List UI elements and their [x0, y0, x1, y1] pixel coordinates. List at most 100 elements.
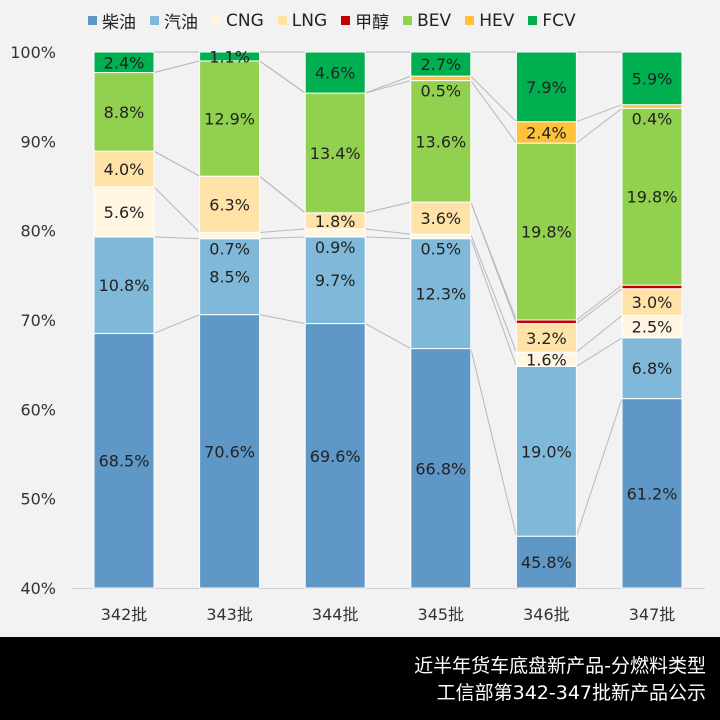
y-tick-label: 50%: [20, 490, 56, 509]
bar-segment: [410, 201, 472, 235]
bar-segment: [199, 231, 261, 240]
legend-label: FCV: [542, 10, 576, 31]
y-tick-label: 80%: [20, 222, 56, 241]
series-line: [153, 314, 200, 334]
data-label: 2.7%: [420, 55, 461, 74]
bar-segment: [515, 319, 577, 325]
data-label: 12.9%: [204, 110, 255, 129]
bar-segment: [304, 323, 366, 589]
legend-label: LNG: [291, 10, 328, 31]
bar-segment: [621, 51, 683, 106]
legend-swatch: [150, 16, 159, 25]
series-line: [470, 75, 517, 123]
data-label: 4.6%: [315, 64, 356, 83]
data-label: 68.5%: [99, 452, 150, 471]
series-line: [365, 201, 411, 214]
bar-segment: [410, 75, 472, 82]
series-line: [576, 107, 623, 144]
series-line: [576, 284, 623, 321]
footer-line-1: 近半年货车底盘新产品-分燃料类型: [414, 655, 706, 677]
x-tick-label: 347批: [629, 605, 676, 624]
y-tick-label: 70%: [20, 311, 56, 330]
series-line: [576, 104, 623, 123]
series-line: [470, 80, 517, 144]
data-label: 2.4%: [104, 53, 145, 72]
data-label: 0.5%: [420, 82, 461, 101]
bar-segment: [410, 233, 472, 240]
series-line: [470, 348, 517, 537]
bar-segment: [410, 51, 472, 77]
data-label: 0.5%: [420, 240, 461, 259]
bar-segment: [410, 238, 472, 350]
legend-item: BEV: [403, 8, 451, 33]
data-label: 5.9%: [632, 69, 673, 88]
bar-segment: [621, 398, 683, 589]
legend-item: HEV: [465, 8, 514, 33]
bar-segment: [621, 104, 683, 109]
series-line: [365, 228, 411, 235]
data-label: 70.6%: [204, 442, 255, 461]
bar-segment: [621, 337, 683, 400]
bar-segment: [304, 236, 366, 325]
bar-segment: [621, 107, 683, 286]
series-line: [470, 201, 517, 321]
legend-label: CNG: [226, 10, 264, 31]
footer-line-2: 工信部第342-347批新产品公示: [436, 682, 706, 704]
data-label: 0.4%: [632, 109, 673, 128]
y-tick-label: 40%: [20, 579, 56, 598]
data-label: 10.8%: [99, 276, 150, 295]
series-line: [153, 60, 200, 74]
data-label: 61.2%: [627, 484, 678, 503]
bar-segment: [93, 72, 155, 152]
bar-segment: [93, 51, 155, 74]
data-label: 3.6%: [420, 209, 461, 228]
x-tick-label: 343批: [206, 605, 253, 624]
legend-item: FCV: [528, 8, 576, 33]
legend-label: HEV: [479, 10, 515, 31]
legend-item: 甲醇: [341, 8, 389, 33]
series-line: [365, 75, 411, 94]
data-label: 19.8%: [521, 223, 572, 242]
data-label: 69.6%: [310, 447, 361, 466]
data-label: 19.0%: [521, 442, 572, 461]
series-line: [575, 398, 623, 537]
bar-segment: [199, 60, 261, 177]
data-label: 1.1%: [209, 47, 250, 66]
series-line: [364, 323, 412, 350]
legend-swatch: [88, 16, 97, 25]
data-label: 12.3%: [415, 285, 466, 304]
series-line: [259, 175, 306, 214]
bar-segment: [515, 365, 577, 537]
series-line: [470, 238, 517, 367]
data-label: 7.9%: [526, 78, 567, 97]
series-line: [259, 314, 306, 325]
bar-segment: [199, 51, 261, 62]
bar-segment: [93, 236, 155, 334]
bar-segment: [93, 186, 155, 238]
legend-swatch: [528, 16, 538, 25]
series-line: [153, 236, 200, 240]
y-tick-label: 90%: [20, 132, 56, 151]
series-line: [365, 236, 411, 240]
data-label: 1.8%: [315, 212, 356, 231]
data-label: 0.7%: [209, 240, 250, 259]
bar-segment: [621, 288, 683, 317]
series-line: [576, 337, 623, 367]
legend-item: LNG: [277, 8, 328, 33]
bar-segment: [199, 238, 261, 316]
data-label: 3.2%: [526, 329, 567, 348]
footer-caption: 近半年货车底盘新产品-分燃料类型 工信部第342-347批新产品公示: [0, 637, 720, 720]
series-line: [153, 186, 200, 233]
bar-segment: [199, 314, 261, 589]
data-label: 66.8%: [415, 459, 466, 478]
data-label: 5.6%: [104, 203, 145, 222]
data-label: 4.0%: [104, 160, 145, 179]
data-label: 6.3%: [209, 195, 250, 214]
bar-segment: [621, 284, 683, 290]
data-label: 2.4%: [526, 123, 567, 142]
x-tick-label: 346批: [523, 605, 570, 624]
legend-swatch: [403, 16, 413, 25]
bar-segment: [410, 348, 472, 589]
bar-segment: [199, 175, 261, 233]
stacked-bar-chart: 40% 50% 60% 70% 80% 90% 100% 68.5% 10.8% 5.6% 4.0%…: [10, 43, 705, 624]
